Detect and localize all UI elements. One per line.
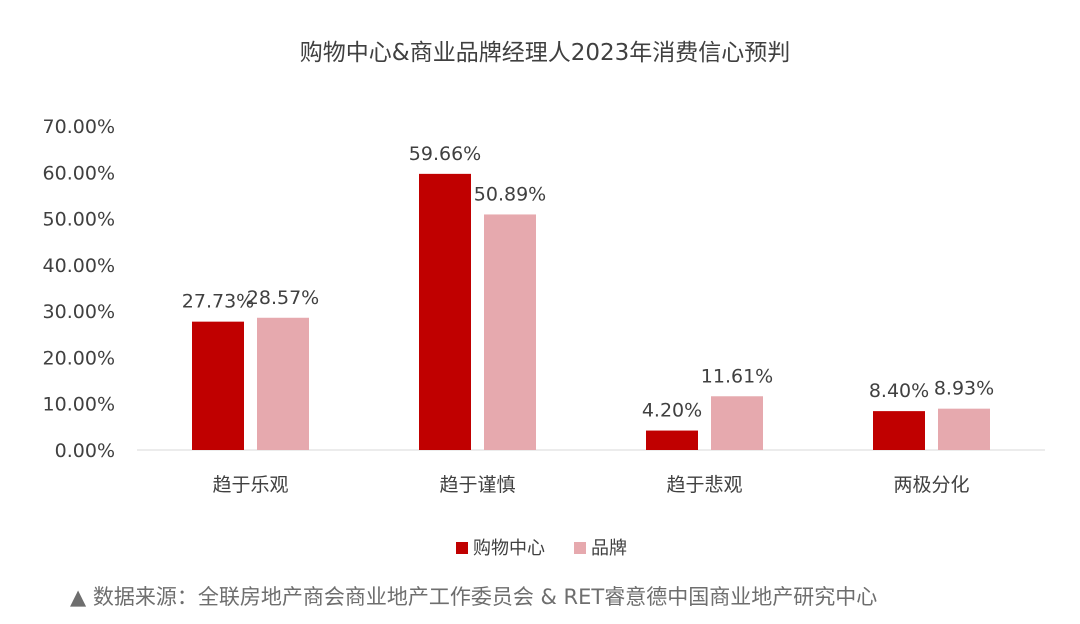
legend-label-brand: 品牌 [591, 538, 627, 559]
data-label: 8.93% [934, 378, 994, 400]
data-label: 59.66% [409, 143, 481, 165]
bar-brand [257, 317, 309, 450]
data-label: 4.20% [642, 400, 702, 422]
footnote: ▲ 数据来源：全联房地产商会商业地产工作委员会 & RET睿意德中国商业地产研究… [70, 585, 877, 609]
bar-mall [873, 411, 925, 450]
data-label: 50.89% [474, 183, 546, 205]
y-tick-label: 0.00% [55, 440, 115, 462]
bar-mall [192, 321, 244, 450]
y-tick-label: 40.00% [43, 255, 115, 277]
y-tick-label: 10.00% [43, 394, 115, 416]
legend: 购物中心 品牌 [456, 538, 627, 559]
legend-label-mall: 购物中心 [473, 538, 545, 559]
data-label: 8.40% [869, 380, 929, 402]
y-tick-label: 30.00% [43, 301, 115, 323]
bar-brand [484, 214, 536, 450]
y-tick-label: 20.00% [43, 347, 115, 369]
legend-swatch-mall [456, 542, 468, 554]
y-tick-label: 70.00% [43, 116, 115, 138]
x-tick-label: 两极分化 [893, 474, 969, 496]
data-label: 11.61% [701, 365, 773, 387]
y-tick-label: 50.00% [43, 209, 115, 231]
bar-mall [419, 173, 471, 450]
bar-brand [711, 396, 763, 450]
x-tick-label: 趋于谨慎 [439, 474, 515, 496]
x-tick-label: 趋于悲观 [666, 474, 742, 496]
legend-swatch-brand [574, 542, 586, 554]
bar-mall [646, 430, 698, 450]
bar-brand [938, 408, 990, 450]
x-tick-label: 趋于乐观 [212, 474, 288, 496]
data-label: 27.73% [182, 291, 254, 313]
data-label: 28.57% [247, 287, 319, 309]
chart-title: 购物中心&商业品牌经理人2023年消费信心预判 [300, 40, 790, 66]
y-tick-label: 60.00% [43, 162, 115, 184]
